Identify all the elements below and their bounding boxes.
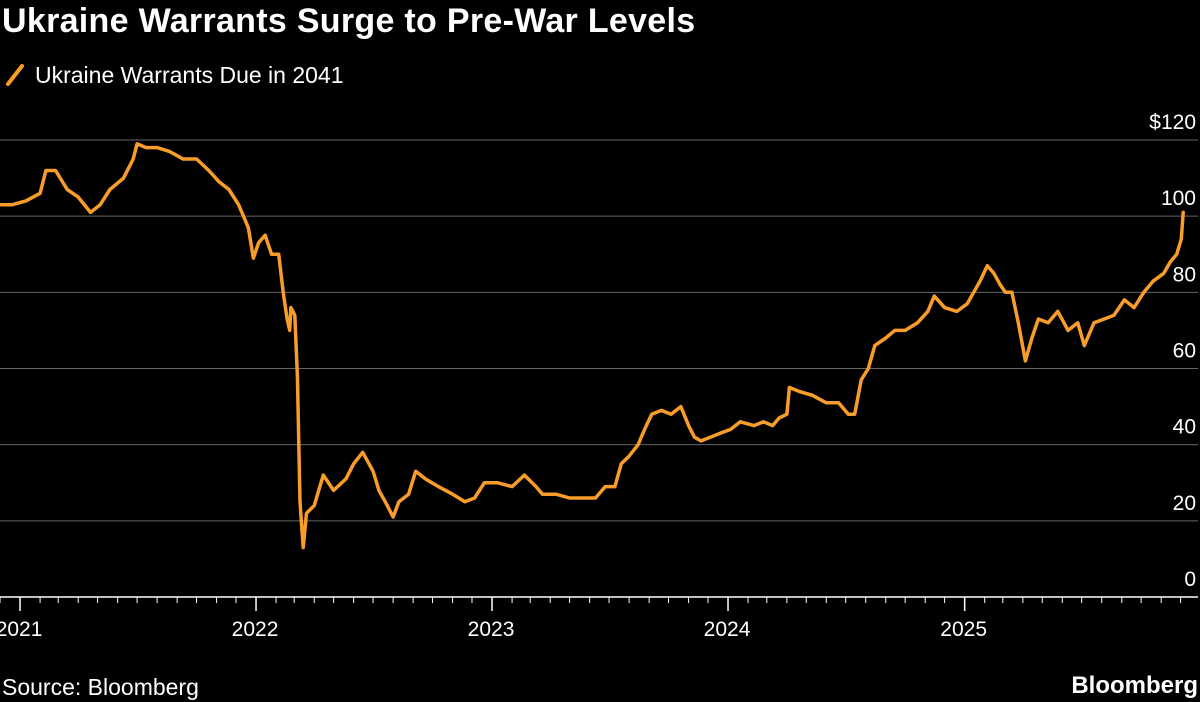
y-tick-label: 40 [1173,416,1196,439]
y-tick-label: 20 [1173,492,1196,515]
gridlines [0,139,1198,522]
y-tick-label: $120 [1149,111,1196,134]
y-tick-label: 80 [1173,263,1196,286]
x-tick-label: 2021 [0,618,42,641]
source-note: Source: Bloomberg [2,674,199,700]
legend-swatch [6,64,24,86]
legend: Ukraine Warrants Due in 2041 [4,60,344,90]
brand-logo: Bloomberg [1071,672,1198,699]
chart-title: Ukraine Warrants Surge to Pre-War Levels [2,2,696,40]
series-line [0,142,1185,550]
x-tick-label: 2022 [232,618,279,641]
x-tick-label: 2023 [468,618,515,641]
x-axis: 2021 2022 2023 2024 2025 [0,596,1198,641]
y-tick-label: 100 [1161,187,1196,210]
y-tick-label: 60 [1173,340,1196,363]
legend-label: Ukraine Warrants Due in 2041 [35,61,344,88]
series-layer [0,142,1185,550]
x-tick-label: 2024 [704,618,751,641]
x-tick-label: 2025 [940,618,987,641]
y-axis-ticks: 0 20 40 60 80 100 $120 [1149,111,1196,591]
y-tick-label: 0 [1184,568,1196,591]
